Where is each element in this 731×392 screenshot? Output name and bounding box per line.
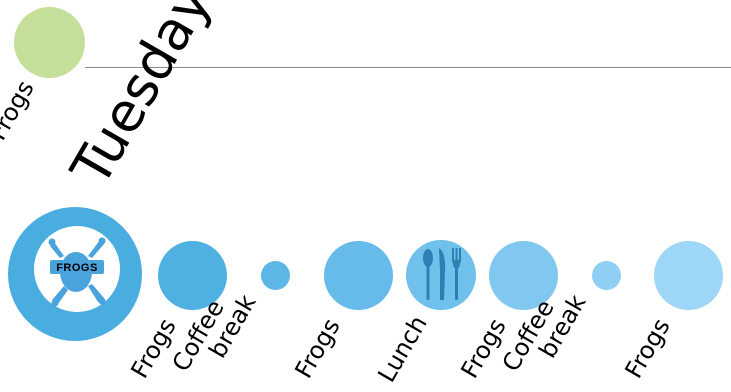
frogs-session-dot — [654, 241, 723, 310]
frogs-session-dot — [158, 241, 227, 310]
previous-day-frogs-dot — [14, 7, 85, 78]
frogs-session-label: Frogs — [619, 313, 676, 383]
timeline-divider — [85, 67, 731, 68]
day-heading: Tuesday — [58, 0, 224, 197]
lunch-label: Lunch — [372, 310, 433, 387]
frogs-session-label: Frogs — [455, 313, 512, 383]
cutlery-icon — [423, 248, 461, 300]
previous-day-frogs-label: Frogs — [0, 75, 40, 145]
frogs-session-label: Frogs — [289, 313, 346, 383]
coffee-break-dot — [261, 261, 290, 290]
frog-logo-icon: FROGS — [48, 237, 106, 307]
frogs-session-label: Frogs — [125, 313, 182, 383]
frogs-session-dot — [324, 241, 393, 310]
frogs-session-dot — [489, 241, 558, 310]
logo-text: FROGS — [56, 262, 98, 274]
coffee-break-dot — [592, 261, 621, 290]
